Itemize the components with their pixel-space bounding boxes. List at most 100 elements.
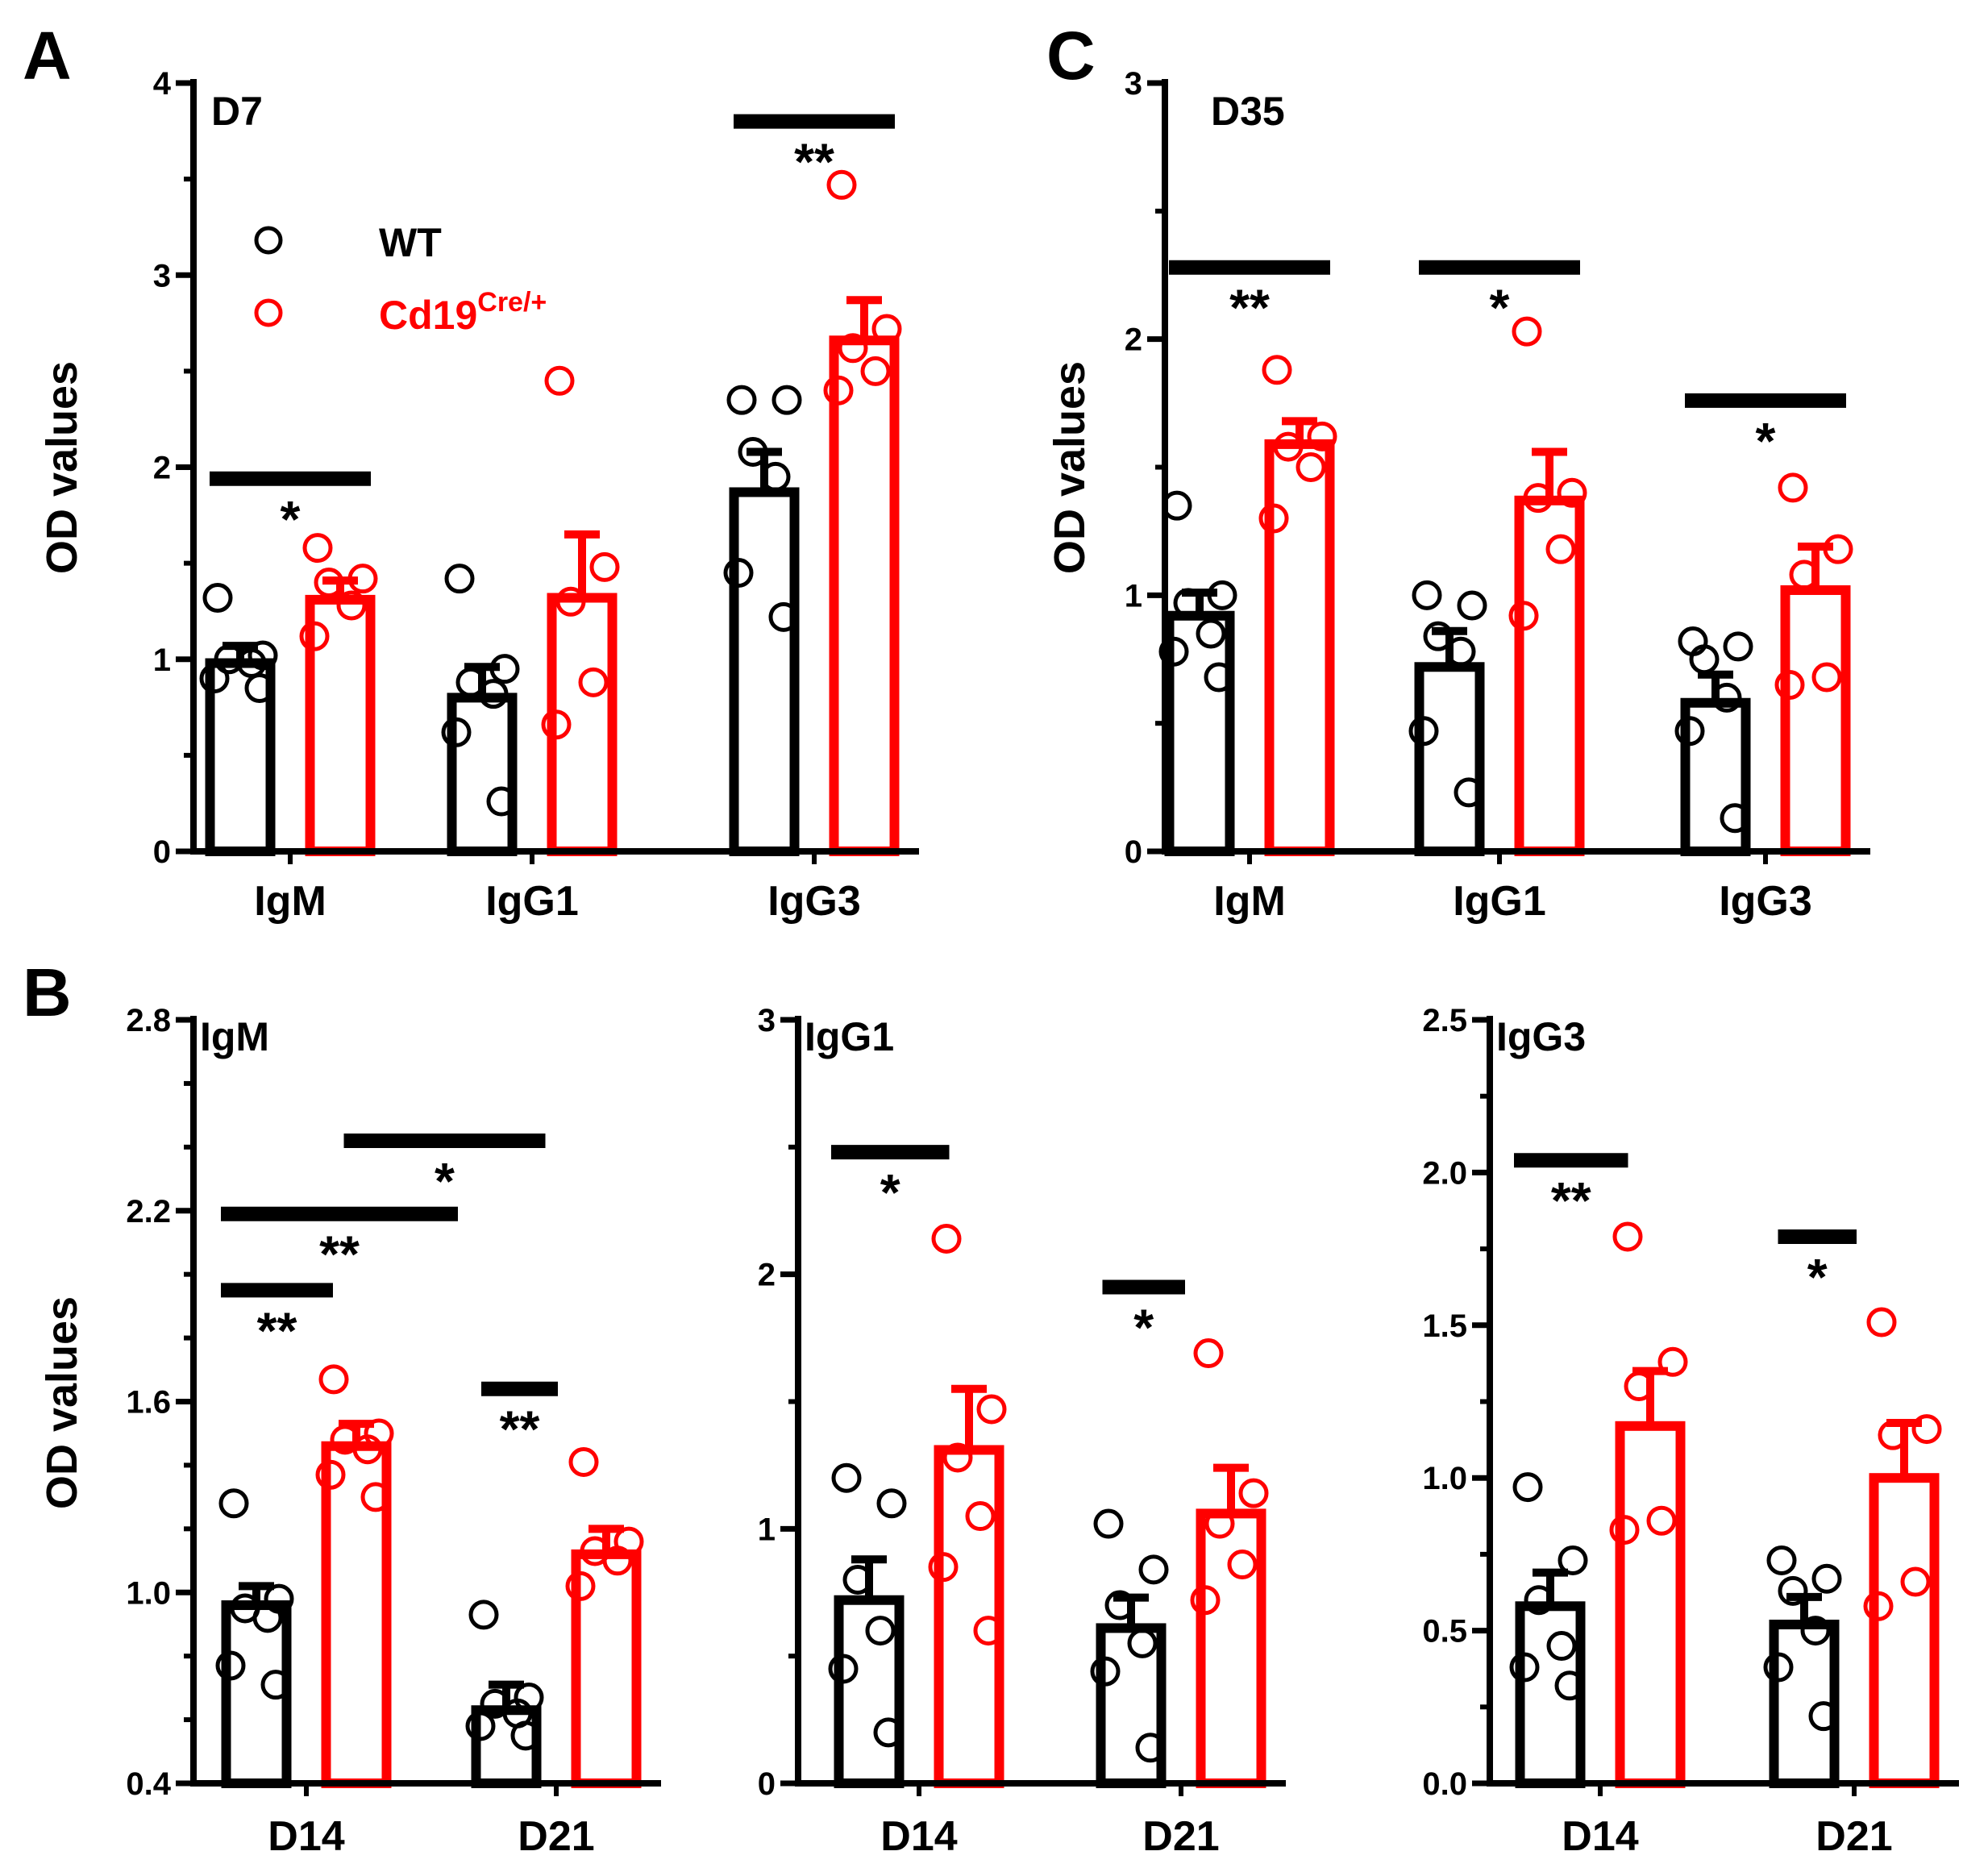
data-point [871,314,902,344]
data-point [1723,631,1753,662]
data-point [1866,1307,1897,1337]
data-point [1720,803,1750,834]
y-tick-label: 1.0 [126,1575,171,1611]
category-label: D21 [518,1813,594,1860]
data-point [1689,644,1720,675]
data-point [1545,534,1576,564]
bar-d21-cre [571,1549,642,1789]
data-point [1423,621,1454,651]
data-point [1774,670,1805,701]
data-point [723,558,754,589]
data-point [1238,1478,1269,1508]
significance-label: * [435,1152,455,1210]
data-point [1778,1575,1808,1606]
data-point [1911,1414,1942,1445]
category-label: IgG3 [1719,878,1812,925]
data-point [444,564,475,594]
data-point [928,1552,959,1583]
data-point [1135,1733,1166,1763]
category-label: IgG1 [485,878,579,925]
panel-title: D35 [1211,89,1285,134]
significance-label: * [281,490,301,548]
data-point [1609,1515,1640,1545]
data-point [352,1434,383,1465]
data-point [1808,1701,1839,1732]
data-point [1273,431,1304,462]
data-point [823,375,854,406]
data-point [347,564,378,594]
data-point [260,1670,291,1700]
data-point [1811,1563,1842,1594]
data-point [465,1711,496,1741]
significance-label: ** [794,133,834,191]
bar-igg3-cre [829,335,900,856]
y-tick-label: 0.0 [1422,1766,1467,1802]
y-tick-label: 2.2 [126,1194,171,1229]
panel-title: IgG3 [1496,1014,1586,1059]
data-point [441,717,472,747]
bar-d21-cre [1869,1473,1940,1788]
data-point [738,436,768,467]
y-tick-label: 1 [153,643,171,678]
panel-title: D7 [211,89,263,134]
data-point [578,667,609,697]
data-point [215,1650,246,1681]
category-label: D14 [268,1813,344,1860]
data-point [1307,421,1337,451]
data-point [838,333,868,364]
legend-cre-label: Cd19Cre/+ [379,287,547,338]
y-axis-label: OD values [38,1296,86,1509]
y-tick-label: 1.6 [126,1385,171,1421]
significance-label: ** [319,1225,360,1283]
data-point [199,664,230,694]
data-point [760,461,791,492]
category-label: D21 [1815,1813,1892,1860]
data-point [1657,1346,1688,1377]
data-point [1646,1505,1677,1536]
data-point [1778,472,1808,503]
category-label: IgM [254,878,326,925]
y-tick-label: 3 [153,258,171,293]
data-point [489,654,520,684]
data-point [1204,662,1234,693]
y-tick-label: 2 [758,1258,776,1293]
y-axis-label: OD values [1046,361,1094,574]
data-point [1800,1616,1831,1646]
data-point [1612,1221,1643,1252]
y-tick-label: 3 [1125,66,1142,102]
data-point [302,533,333,564]
panel-b-igg1: D14 D21 0 1 2 3 IgG1 * * [758,1003,1286,1860]
legend: WT Cd19Cre/+ [254,220,547,338]
bar-igm-cre [305,594,376,857]
data-point [1193,1338,1224,1369]
data-point [1262,355,1292,385]
data-point [602,1545,633,1576]
data-point [244,672,275,703]
data-point [1412,580,1442,610]
data-point [826,169,857,200]
panel-letter: B [23,955,72,1030]
panel-title: IgG1 [805,1014,894,1059]
data-point [568,1446,599,1477]
data-point [726,385,757,415]
data-point [1454,777,1484,808]
data-point [1524,1585,1554,1616]
significance-label: * [1133,1298,1154,1356]
data-point [468,1600,499,1630]
data-point [1227,1550,1258,1580]
data-point [252,1603,283,1633]
data-point [299,621,330,651]
data-point [1512,316,1542,347]
data-point [873,1717,904,1748]
legend-wt-label: WT [379,220,442,265]
data-point [202,583,233,614]
data-point [831,1462,862,1493]
significance-label: * [1807,1248,1828,1306]
data-point [541,709,572,740]
data-point [1196,618,1226,649]
y-tick-label: 1.0 [1422,1461,1467,1496]
data-point [865,1616,896,1646]
y-tick-label: 2 [1125,322,1142,358]
